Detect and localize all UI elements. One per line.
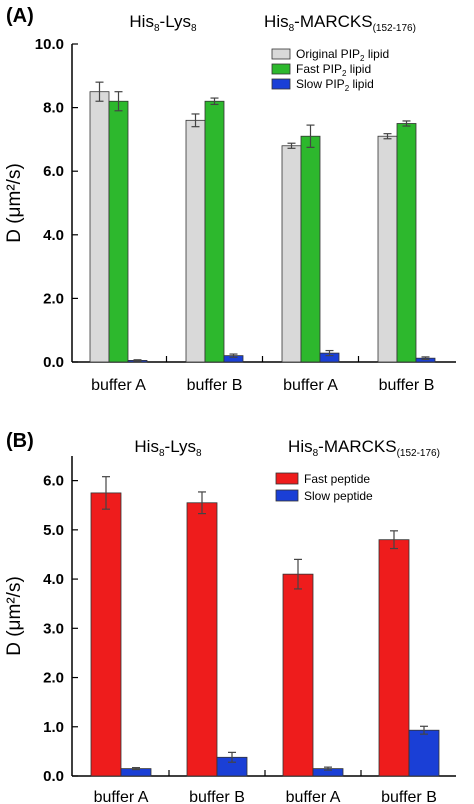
y-axis-label: D (μm²/s) [4,163,25,243]
y-tick-label: 6.0 [43,163,64,180]
bar [282,573,314,777]
panel-label: (A) [6,5,34,27]
legend-swatch [271,48,291,60]
bar [377,135,398,363]
bar [185,119,206,363]
panel-label: (B) [6,430,34,452]
x-category-label: buffer B [189,789,245,804]
group-header: His8-Lys8 [129,12,197,34]
legend-swatch [271,78,291,90]
y-tick-label: 8.0 [43,100,64,117]
legend-swatch [271,63,291,75]
bar [408,729,440,777]
x-category-label: buffer A [91,377,146,394]
bar [300,135,321,363]
x-category-label: buffer A [94,789,149,804]
x-category-label: buffer B [381,789,437,804]
x-category-label: buffer B [379,377,435,394]
y-tick-label: 2.0 [43,670,64,687]
bar [89,91,110,363]
y-tick-label: 0.0 [43,768,64,785]
y-tick-label: 5.0 [43,522,64,539]
legend-label: Fast peptide [304,472,370,486]
group-header: His8-Lys8 [134,437,202,459]
legend-swatch [275,472,299,485]
y-tick-label: 10.0 [35,36,64,53]
y-tick-label: 2.0 [43,290,64,307]
bar [186,502,218,777]
group-header: His8-MARCKS(152-176) [264,12,416,34]
x-category-label: buffer A [286,789,341,804]
chart-panel-b: (B) His8-Lys8 His8-MARCKS(152-176) 0.0 1.0 2.… [4,430,456,804]
group-header: His8-MARCKS(152-176) [288,437,440,459]
y-tick-label: 0.0 [43,354,64,371]
x-category-label: buffer A [283,377,338,394]
y-tick-label: 6.0 [43,473,64,490]
y-tick-label: 3.0 [43,620,64,637]
chart-panel-a: (A) His8-Lys8 His8-MARCKS(152-176) 0.0 2.0 4.… [4,5,456,394]
bar [90,492,122,777]
x-category-label: buffer B [187,377,243,394]
legend-label: Original PIP2 lipid [296,47,389,63]
y-tick-label: 4.0 [43,227,64,244]
y-tick-label: 4.0 [43,571,64,588]
bar [396,123,417,363]
y-tick-label: 1.0 [43,719,64,736]
legend-label: Slow PIP2 lipid [296,77,374,93]
legend-label: Slow peptide [304,489,373,503]
bar [281,145,302,363]
legend-label: Fast PIP2 lipid [296,62,371,78]
bar [204,100,225,363]
bar [378,539,410,777]
y-axis-label: D (μm²/s) [4,576,25,656]
bar [108,100,129,363]
legend-swatch [275,489,299,502]
